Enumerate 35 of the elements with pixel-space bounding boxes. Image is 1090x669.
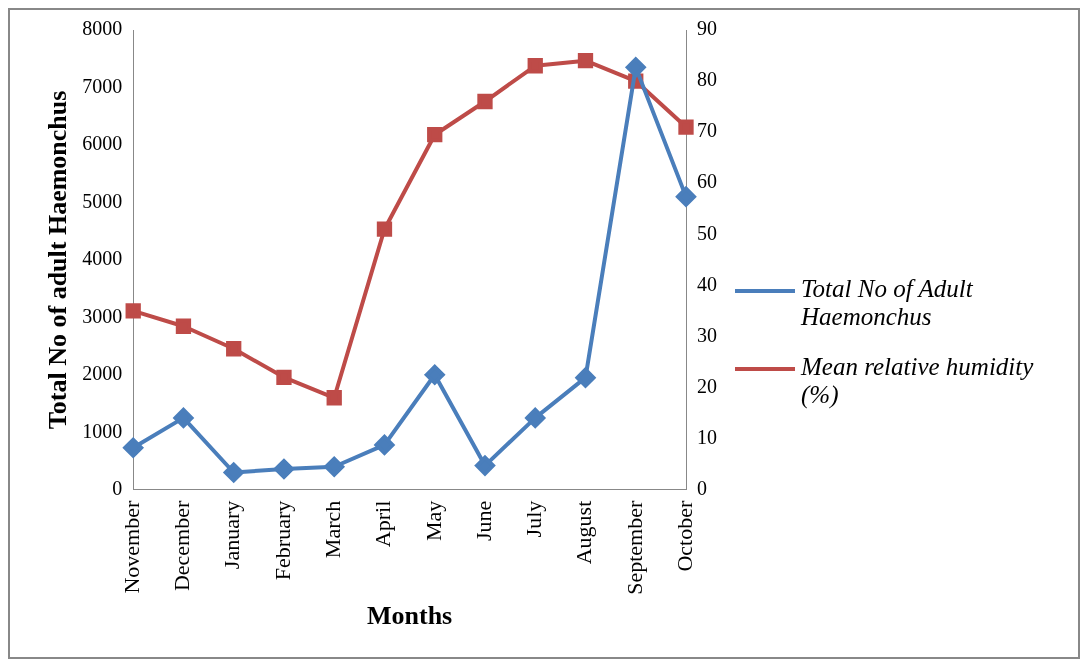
y2-tick-label: 30 bbox=[697, 323, 717, 346]
x-tick-label: May bbox=[420, 500, 446, 542]
x-tick-label: October bbox=[671, 500, 697, 572]
y2-tick-label: 10 bbox=[697, 425, 717, 448]
y-tick-label: 7000 bbox=[82, 74, 123, 97]
x-tick-label: December bbox=[169, 500, 195, 592]
y2-tick-label: 0 bbox=[697, 476, 707, 499]
x-axis-title: Months bbox=[366, 601, 453, 631]
x-tick-label: June bbox=[470, 500, 496, 542]
y2-tick-label: 80 bbox=[697, 68, 717, 91]
y2-tick-label: 90 bbox=[697, 17, 717, 40]
x-tick-label: August bbox=[571, 500, 597, 565]
y-tick-label: 8000 bbox=[82, 17, 123, 40]
x-tick-label: November bbox=[118, 500, 144, 594]
y-tick-label: 3000 bbox=[82, 304, 123, 327]
legend-label: Mean relative humidity (%) bbox=[801, 353, 1035, 409]
y2-tick-label: 20 bbox=[697, 374, 717, 397]
y-tick-label: 6000 bbox=[82, 132, 123, 155]
y-tick-label: 4000 bbox=[82, 247, 123, 270]
x-tick-label: July bbox=[521, 500, 547, 538]
y2-tick-label: 70 bbox=[697, 119, 717, 142]
y-tick-label: 1000 bbox=[82, 419, 123, 442]
x-tick-label: April bbox=[370, 500, 396, 548]
x-tick-label: January bbox=[219, 500, 245, 570]
y2-tick-label: 60 bbox=[697, 170, 717, 193]
y-tick-label: 0 bbox=[112, 476, 123, 499]
legend-label: Total No of Adult Haemonchus bbox=[801, 275, 974, 331]
y-tick-label: 2000 bbox=[82, 362, 123, 385]
x-tick-label: February bbox=[269, 500, 295, 581]
x-tick-label: September bbox=[621, 500, 647, 595]
y2-tick-label: 50 bbox=[697, 221, 717, 244]
y-axis-title: Total No of adult Haemonchus bbox=[43, 90, 73, 430]
x-tick-label: March bbox=[320, 500, 345, 559]
y-tick-label: 5000 bbox=[82, 189, 123, 212]
y2-tick-label: 40 bbox=[697, 272, 717, 295]
